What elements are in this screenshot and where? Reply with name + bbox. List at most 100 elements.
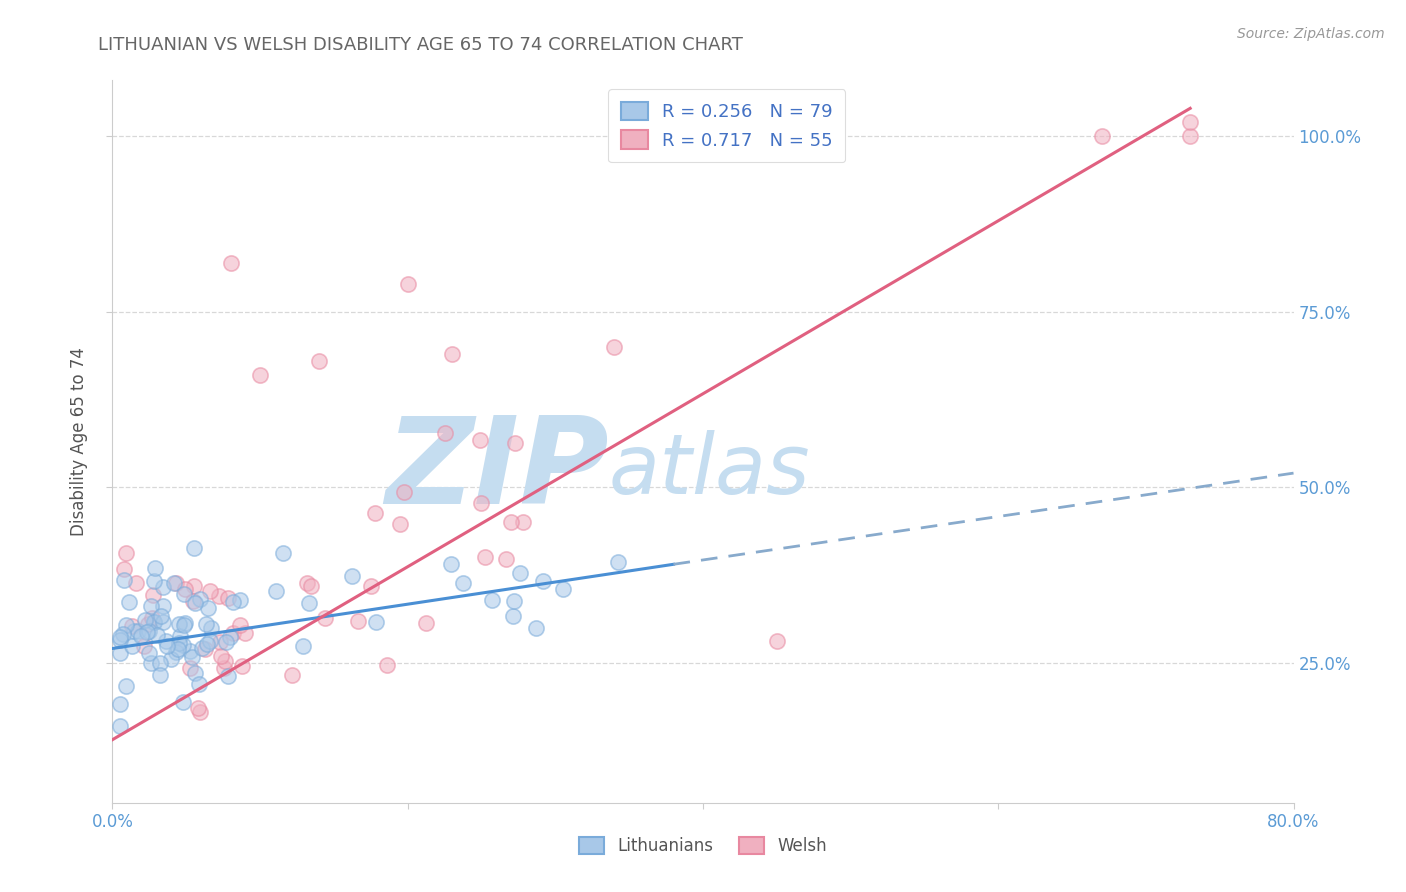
Point — [172, 638, 194, 652]
Point — [187, 677, 209, 691]
Point — [184, 596, 207, 610]
Point — [388, 517, 411, 532]
Point — [364, 507, 387, 521]
Point — [191, 641, 214, 656]
Point — [233, 625, 256, 640]
Point — [281, 668, 304, 682]
Point — [167, 635, 190, 649]
Point — [121, 618, 143, 632]
Point — [451, 575, 474, 590]
Point — [118, 595, 141, 609]
Point — [152, 580, 174, 594]
Point — [141, 656, 163, 670]
Point — [218, 630, 240, 644]
Point — [112, 562, 135, 576]
Point — [115, 679, 138, 693]
Point — [366, 615, 388, 629]
Point — [183, 541, 205, 555]
Point — [173, 587, 195, 601]
Point — [146, 628, 169, 642]
Point — [184, 666, 207, 681]
Point — [470, 495, 492, 509]
Point — [434, 425, 457, 440]
Point — [121, 639, 143, 653]
Y-axis label: Disability Age 65 to 74: Disability Age 65 to 74 — [70, 347, 89, 536]
Point — [219, 255, 242, 269]
Point — [169, 629, 191, 643]
Point — [194, 642, 217, 657]
Point — [187, 700, 209, 714]
Point — [156, 640, 179, 654]
Text: Source: ZipAtlas.com: Source: ZipAtlas.com — [1237, 27, 1385, 41]
Point — [208, 589, 231, 603]
Point — [502, 609, 524, 624]
Point — [440, 557, 463, 571]
Point — [299, 579, 322, 593]
Point — [173, 618, 195, 632]
Point — [271, 546, 294, 560]
Point — [292, 639, 315, 653]
Point — [1091, 129, 1114, 144]
Point — [298, 596, 321, 610]
Point — [468, 433, 491, 447]
Point — [212, 661, 235, 675]
Point — [152, 615, 174, 629]
Point — [502, 594, 524, 608]
Point — [111, 627, 134, 641]
Point — [526, 622, 548, 636]
Point — [415, 616, 437, 631]
Point — [209, 635, 232, 649]
Point — [122, 624, 145, 639]
Point — [195, 637, 218, 651]
Point — [266, 584, 288, 599]
Point — [441, 347, 464, 361]
Point — [134, 613, 156, 627]
Point — [149, 609, 172, 624]
Point — [181, 594, 204, 608]
Point — [194, 616, 217, 631]
Point — [136, 616, 159, 631]
Point — [173, 582, 195, 597]
Point — [152, 599, 174, 613]
Point — [198, 634, 221, 648]
Point — [214, 655, 236, 669]
Point — [132, 640, 155, 654]
Point — [127, 624, 149, 639]
Point — [180, 650, 202, 665]
Point — [173, 695, 195, 709]
Point — [297, 575, 319, 590]
Text: atlas: atlas — [609, 430, 810, 511]
Point — [112, 573, 135, 587]
Point — [501, 515, 523, 529]
Point — [394, 484, 416, 499]
Point — [222, 626, 245, 640]
Point — [197, 601, 219, 615]
Point — [340, 569, 363, 583]
Point — [551, 582, 574, 596]
Point — [198, 583, 221, 598]
Point — [108, 646, 131, 660]
Point — [179, 644, 201, 658]
Legend: Lithuanians, Welsh: Lithuanians, Welsh — [568, 825, 838, 867]
Point — [188, 592, 211, 607]
Point — [217, 669, 239, 683]
Point — [129, 629, 152, 643]
Point — [142, 588, 165, 602]
Point — [347, 615, 370, 629]
Point — [108, 719, 131, 733]
Point — [174, 615, 197, 630]
Point — [143, 561, 166, 575]
Point — [214, 635, 236, 649]
Point — [149, 668, 172, 682]
Text: LITHUANIAN VS WELSH DISABILITY AGE 65 TO 74 CORRELATION CHART: LITHUANIAN VS WELSH DISABILITY AGE 65 TO… — [98, 36, 744, 54]
Point — [179, 661, 201, 675]
Point — [149, 656, 172, 670]
Point — [209, 649, 232, 664]
Point — [231, 659, 253, 673]
Point — [108, 633, 131, 648]
Point — [143, 615, 166, 629]
Point — [512, 515, 534, 529]
Point — [766, 634, 789, 648]
Point — [503, 436, 526, 450]
Point — [217, 591, 239, 605]
